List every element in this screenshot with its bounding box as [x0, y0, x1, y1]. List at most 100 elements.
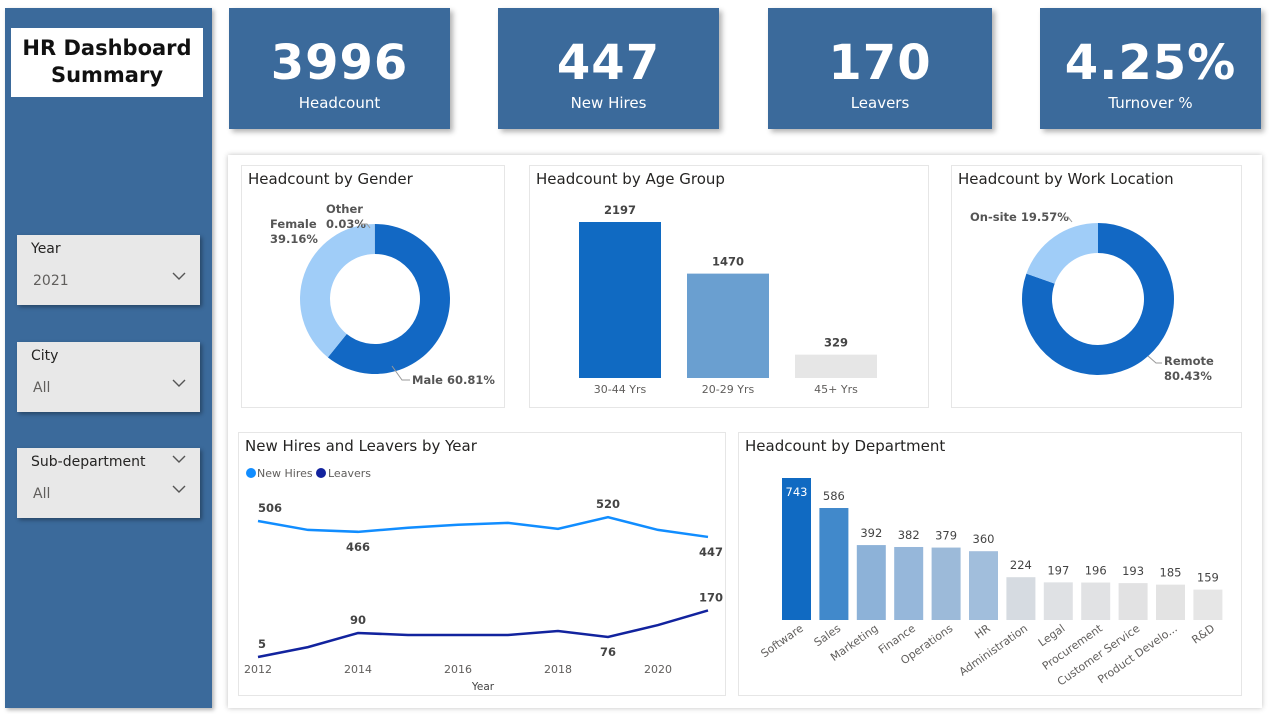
bar-Operations — [931, 547, 961, 620]
line-new-hires — [257, 515, 709, 539]
kpi-value: 447 — [556, 35, 661, 91]
line-leavers — [257, 609, 709, 659]
slicer-label: Sub-department — [31, 454, 146, 470]
data-label: 447 — [699, 545, 723, 559]
bar-value-label: 193 — [1122, 564, 1144, 578]
kpi-value: 170 — [828, 35, 932, 91]
x-tick-label: 2016 — [444, 663, 472, 676]
donut-label: Male 60.81% — [412, 373, 495, 387]
kpi-label: Leavers — [850, 94, 910, 112]
kpi-label: Turnover % — [1108, 94, 1193, 112]
chevron-down-icon[interactable] — [172, 269, 186, 283]
x-axis-title: Year — [471, 681, 495, 693]
donut-slice-on-site — [1026, 223, 1099, 284]
x-tick-label: 2014 — [344, 663, 372, 676]
bar-Administration — [1006, 577, 1036, 620]
data-label: 5 — [258, 637, 266, 651]
slicer-value: All — [33, 486, 51, 502]
bar-Finance — [894, 546, 924, 620]
donut-slice-male — [327, 224, 450, 374]
chart-title: Headcount by Work Location — [958, 170, 1174, 188]
data-label: 520 — [596, 497, 620, 511]
bar-Customer Service — [1118, 583, 1148, 620]
donut-label: 39.16% — [270, 232, 318, 246]
bar-20-29 Yrs — [687, 273, 769, 378]
donut-label: Other — [326, 202, 363, 216]
bar-30-44 Yrs — [579, 222, 661, 378]
gender-chart: Headcount by Gender Male 60.81% Female 39.… — [241, 165, 505, 408]
chart-title: New Hires and Leavers by Year — [245, 437, 477, 455]
kpi-value: 3996 — [270, 35, 409, 91]
bar-Marketing — [856, 545, 886, 620]
sidebar: HR Dashboard Summary Year 2021 City All … — [5, 8, 212, 708]
chevron-down-icon[interactable] — [172, 482, 186, 496]
year-slicer[interactable]: Year 2021 — [17, 235, 200, 305]
kpi-leavers: 170 Leavers — [768, 8, 992, 129]
bar-value-label: 382 — [898, 528, 920, 542]
bar-value-label: 586 — [823, 489, 845, 503]
category-label: Software — [759, 622, 806, 661]
bar-Legal — [1043, 582, 1073, 620]
x-tick-label: 2012 — [244, 663, 272, 676]
data-label: 466 — [346, 540, 370, 554]
location-chart: Headcount by Work Location Remote 80.43% O… — [951, 165, 1242, 408]
department-bar-chart: 743Software586Sales392Marketing382Financ… — [759, 478, 1223, 688]
slicer-label: City — [31, 348, 59, 364]
dashboard-title: HR Dashboard Summary — [11, 28, 203, 97]
bar-Product Develo... — [1156, 584, 1185, 620]
x-tick-label: 2018 — [544, 663, 572, 676]
line-chart: New Hires Leavers 506 466 520 447 5 90 76 170 2012… — [244, 467, 723, 693]
legend-new-hires: New Hires — [257, 467, 313, 480]
donut-slice-remote — [1022, 223, 1174, 375]
kpi-new-hires: 447 New Hires — [498, 8, 719, 129]
category-label: HR — [972, 622, 993, 642]
bar-R&D — [1193, 589, 1223, 620]
x-tick-label: 2020 — [644, 663, 672, 676]
category-label: 20-29 Yrs — [702, 383, 755, 396]
bar-value-label: 159 — [1197, 571, 1219, 585]
leader-line — [361, 223, 371, 229]
data-label: 506 — [258, 501, 282, 515]
donut-label: Female — [270, 217, 317, 231]
bar-Software — [782, 478, 811, 620]
sub-department-slicer[interactable]: Sub-department All — [17, 448, 200, 518]
bar-value-label: 2197 — [604, 203, 636, 217]
kpi-value: 4.25% — [1064, 35, 1237, 91]
donut-label: 80.43% — [1164, 369, 1212, 383]
chart-title: Headcount by Gender — [248, 170, 413, 188]
legend-marker-leavers — [316, 468, 326, 478]
chart-title: Headcount by Age Group — [536, 170, 725, 188]
kpi-label: New Hires — [570, 94, 647, 112]
hires-leavers-chart: New Hires and Leavers by Year New Hires L… — [238, 432, 726, 696]
category-label: Administration — [957, 622, 1030, 679]
bar-value-label: 1470 — [712, 255, 744, 269]
bar-45+ Yrs — [795, 354, 877, 378]
leader-line — [1062, 216, 1073, 223]
bar-value-label: 379 — [935, 529, 957, 543]
bar-HR — [969, 551, 998, 620]
chart-title: Headcount by Department — [745, 437, 946, 455]
kpi-label: Headcount — [298, 94, 381, 112]
bar-value-label: 185 — [1160, 566, 1182, 580]
city-slicer[interactable]: City All — [17, 342, 200, 412]
donut-label: Remote — [1164, 354, 1214, 368]
chevron-down-icon[interactable] — [172, 452, 186, 466]
slicer-value: All — [33, 380, 51, 396]
kpi-turnover: 4.25% Turnover % — [1040, 8, 1261, 129]
kpi-headcount: 3996 Headcount — [229, 8, 450, 129]
legend-marker-new-hires — [246, 468, 256, 478]
leader-line — [391, 365, 410, 381]
donut-label: 0.03% — [326, 217, 366, 231]
bar-Procurement — [1081, 582, 1111, 620]
chevron-down-icon[interactable] — [172, 376, 186, 390]
department-chart: Headcount by Department 743 Software 586 Sa… — [738, 432, 1242, 696]
category-label: 45+ Yrs — [814, 383, 858, 396]
bar-Sales — [819, 508, 849, 620]
category-label: R&D — [1189, 622, 1217, 647]
slicer-value: 2021 — [33, 273, 69, 289]
age-bar-chart: 2197 30-44 Yrs 1470 20-29 Yrs 329 45+ Yrs — [579, 203, 877, 396]
legend-leavers: Leavers — [328, 467, 371, 480]
age-chart: Headcount by Age Group 2197 30-44 Yrs 1470… — [529, 165, 929, 408]
